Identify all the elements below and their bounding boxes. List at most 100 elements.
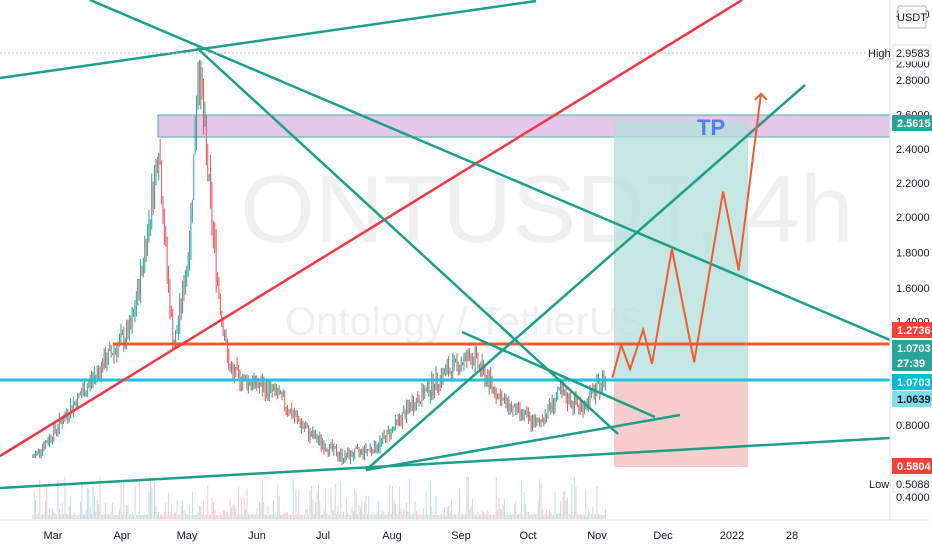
y-tick-label-6: 2.0000 [896, 212, 930, 224]
volume-bar-311 [467, 476, 469, 519]
volume-bar-266 [404, 514, 406, 519]
volume-bar-91 [159, 514, 161, 519]
volume-bar-227 [350, 514, 352, 519]
volume-bar-7 [42, 514, 44, 519]
volume-bar-367 [546, 509, 548, 519]
volume-bar-56 [110, 512, 112, 519]
volume-bar-133 [218, 514, 220, 519]
volume-bar-383 [568, 513, 570, 519]
volume-bar-46 [96, 500, 98, 519]
volume-bar-372 [553, 515, 555, 519]
price-tag-value-1: 1.2736 [897, 325, 931, 337]
price-tag-3 [892, 355, 932, 371]
volume-bar-257 [392, 485, 394, 519]
volume-bar-342 [511, 515, 513, 519]
price-tag-value-3: 27:39 [897, 358, 925, 370]
volume-bar-84 [149, 475, 151, 519]
volume-bar-186 [292, 476, 294, 519]
wedge-lower-line[interactable] [365, 413, 681, 472]
volume-bar-96 [166, 514, 168, 519]
volume-bar-330 [494, 514, 496, 519]
volume-bar-303 [456, 514, 458, 519]
volume-bar-179 [282, 514, 284, 519]
volume-bar-165 [263, 502, 265, 519]
volume-bar-319 [478, 514, 480, 519]
volume-bar-89 [156, 514, 158, 519]
volume-bar-108 [183, 510, 185, 519]
volume-bar-350 [522, 514, 524, 519]
volume-bar-228 [351, 506, 353, 519]
volume-bar-343 [512, 514, 514, 519]
volume-bar-112 [189, 504, 191, 519]
volume-bar-320 [480, 514, 482, 519]
volume-bar-141 [229, 499, 231, 519]
time-axis[interactable] [0, 520, 932, 550]
volume-bar-1 [33, 491, 35, 519]
volume-bar-143 [232, 504, 234, 519]
volume-bar-362 [539, 479, 541, 519]
volume-bar-98 [169, 514, 171, 519]
volume-bar-348 [519, 512, 521, 519]
x-tick-label-7: Oct [519, 530, 536, 542]
volume-bar-385 [571, 484, 573, 519]
volume-bar-30 [74, 512, 76, 519]
red-uptrend-line[interactable] [0, 0, 743, 458]
y-tick-label-10: 2.8000 [896, 75, 930, 87]
volume-bar-401 [593, 513, 595, 519]
volume-bar-272 [413, 513, 415, 519]
volume-bar-301 [453, 514, 455, 519]
volume-bar-334 [499, 508, 501, 519]
volume-bar-119 [198, 505, 200, 519]
volume-bar-190 [298, 491, 300, 519]
volume-bar-86 [152, 514, 154, 519]
volume-bar-295 [445, 515, 447, 519]
volume-bar-327 [490, 514, 492, 519]
volume-bar-16 [54, 513, 56, 519]
volume-bar-64 [121, 514, 123, 519]
volume-bar-68 [127, 504, 129, 519]
volume-bar-314 [471, 498, 473, 519]
price-tag-value-2: 1.0703 [897, 343, 931, 355]
volume-bar-131 [215, 514, 217, 519]
volume-bar-395 [585, 488, 587, 519]
volume-bar-158 [253, 514, 255, 519]
volume-bar-78 [141, 514, 143, 519]
volume-bar-313 [470, 506, 472, 519]
projection-arrowhead [754, 92, 768, 101]
volume-bar-69 [128, 514, 130, 519]
volume-bar-93 [162, 513, 164, 519]
volume-bar-347 [518, 514, 520, 519]
volume-bar-52 [105, 503, 107, 519]
volume-bar-155 [249, 514, 251, 519]
long-support-line[interactable] [0, 436, 891, 490]
volume-bar-8 [43, 514, 45, 519]
volume-bar-211 [327, 515, 329, 519]
volume-bar-258 [393, 500, 395, 519]
volume-bar-269 [408, 478, 410, 519]
volume-bar-246 [376, 512, 378, 519]
volume-bar-209 [324, 487, 326, 519]
volume-bar-150 [242, 514, 244, 519]
volume-bar-90 [158, 511, 160, 519]
volume-bars [32, 475, 606, 519]
volume-bar-180 [284, 512, 286, 519]
descending-trendline-long[interactable] [89, 0, 891, 342]
volume-bar-355 [529, 515, 531, 519]
upper-trendline[interactable] [0, 0, 537, 80]
volume-bar-359 [534, 514, 536, 519]
volume-bar-280 [424, 514, 426, 519]
volume-bar-17 [56, 514, 58, 519]
high-value-box [892, 44, 932, 62]
volume-bar-168 [267, 504, 269, 519]
volume-bar-310 [466, 477, 468, 519]
volume-bar-236 [362, 514, 364, 519]
ascending-channel-line[interactable] [365, 84, 806, 471]
currency-badge[interactable] [897, 5, 927, 29]
candles [32, 59, 606, 465]
volume-bar-125 [207, 486, 209, 519]
volume-bar-117 [196, 514, 198, 519]
wedge-upper-line[interactable] [461, 330, 656, 419]
volume-bar-174 [275, 514, 277, 519]
volume-bar-221 [341, 514, 343, 519]
